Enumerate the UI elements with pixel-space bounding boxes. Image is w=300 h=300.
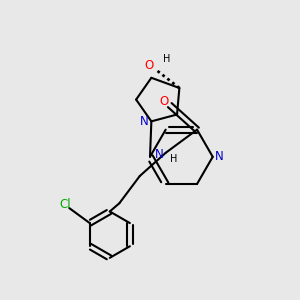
Text: O: O: [160, 94, 169, 107]
Text: H: H: [170, 154, 178, 164]
Text: H: H: [163, 54, 170, 64]
Text: N: N: [140, 115, 149, 128]
Text: N: N: [154, 148, 163, 161]
Text: Cl: Cl: [59, 198, 71, 211]
Text: N: N: [215, 150, 224, 163]
Text: O: O: [144, 59, 153, 72]
